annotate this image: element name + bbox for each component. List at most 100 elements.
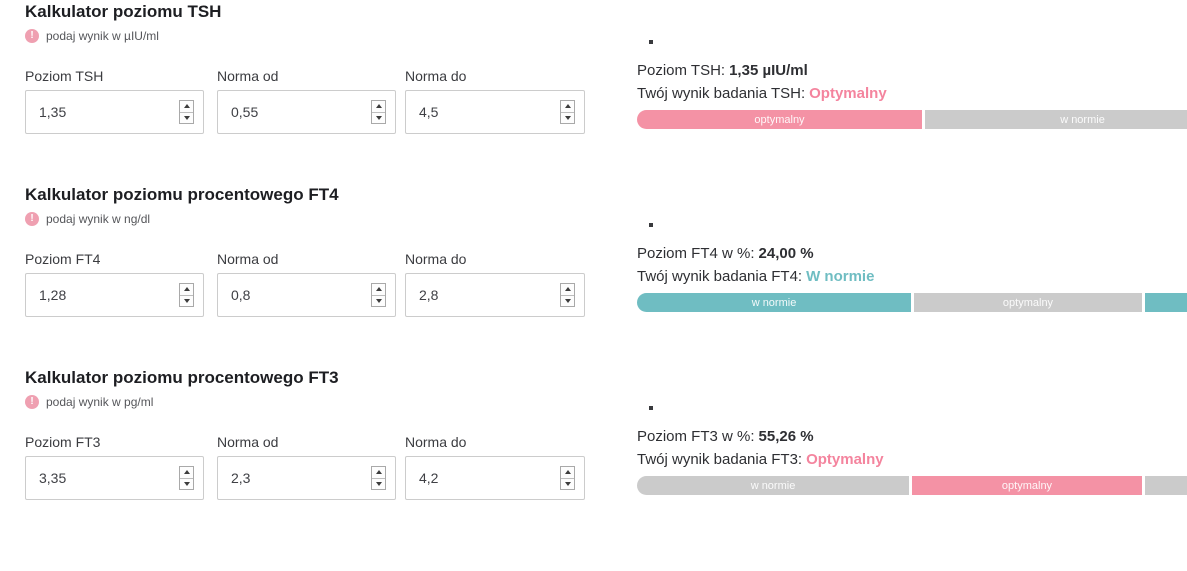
spinner-up-button[interactable] bbox=[561, 467, 574, 479]
norma-do-field: Norma do bbox=[405, 434, 585, 500]
spinner-down-button[interactable] bbox=[180, 479, 193, 490]
range-bar: optymalny w normie bbox=[637, 110, 1187, 129]
down-arrow-icon bbox=[375, 481, 382, 486]
spinner-down-button[interactable] bbox=[561, 479, 574, 490]
result-label: Poziom FT3 w %: bbox=[637, 428, 755, 445]
poziom-ft4-input[interactable] bbox=[26, 274, 179, 316]
number-spinner bbox=[560, 466, 575, 490]
norma-od-field: Norma od bbox=[217, 251, 396, 317]
poziom-tsh-input[interactable] bbox=[26, 91, 179, 133]
down-arrow-icon bbox=[564, 481, 571, 486]
field-label: Norma do bbox=[405, 434, 467, 450]
section-title: Kalkulator poziomu procentowego FT3 bbox=[25, 368, 339, 387]
ft4-calculator-section: Kalkulator poziomu procentowego FT4 ! po… bbox=[0, 183, 1187, 366]
status-value: W normie bbox=[806, 268, 875, 285]
norma-do-input[interactable] bbox=[406, 274, 559, 316]
spinner-up-button[interactable] bbox=[180, 101, 193, 113]
up-arrow-icon bbox=[183, 287, 190, 292]
unit-note: ! podaj wynik w ng/dl bbox=[25, 212, 150, 226]
number-spinner bbox=[179, 283, 194, 307]
poziom-ft3-input[interactable] bbox=[26, 457, 179, 499]
result-value: 55,26 % bbox=[758, 428, 814, 445]
number-spinner bbox=[560, 100, 575, 124]
result-label: Poziom FT4 w %: bbox=[637, 245, 755, 262]
status-label: Twój wynik badania TSH: bbox=[637, 85, 806, 102]
down-arrow-icon bbox=[183, 115, 190, 120]
down-arrow-icon bbox=[375, 115, 382, 120]
poziom-field: Poziom TSH bbox=[25, 68, 204, 134]
spinner-down-button[interactable] bbox=[561, 296, 574, 307]
spinner-up-button[interactable] bbox=[372, 467, 385, 479]
down-arrow-icon bbox=[183, 298, 190, 303]
spinner-down-button[interactable] bbox=[561, 113, 574, 124]
status-line: Twój wynik badania FT4: W normie bbox=[637, 268, 874, 285]
norma-do-input-box bbox=[405, 90, 585, 134]
down-arrow-icon bbox=[375, 298, 382, 303]
status-line: Twój wynik badania FT3: Optymalny bbox=[637, 451, 884, 468]
poziom-ft4-input-box bbox=[25, 273, 204, 317]
poziom-tsh-input-box bbox=[25, 90, 204, 134]
status-value: Optymalny bbox=[809, 85, 887, 102]
spinner-up-button[interactable] bbox=[561, 284, 574, 296]
number-spinner bbox=[179, 466, 194, 490]
status-value: Optymalny bbox=[806, 451, 884, 468]
field-label: Norma od bbox=[217, 434, 279, 450]
section-title: Kalkulator poziomu procentowego FT4 bbox=[25, 185, 339, 204]
up-arrow-icon bbox=[564, 470, 571, 475]
up-arrow-icon bbox=[183, 470, 190, 475]
bar-segment bbox=[1145, 293, 1187, 312]
spinner-up-button[interactable] bbox=[561, 101, 574, 113]
poziom-ft3-input-box bbox=[25, 456, 204, 500]
norma-od-input[interactable] bbox=[218, 274, 371, 316]
norma-od-field: Norma od bbox=[217, 434, 396, 500]
norma-do-input[interactable] bbox=[406, 91, 559, 133]
ft3-calculator-section: Kalkulator poziomu procentowego FT3 ! po… bbox=[0, 366, 1187, 549]
spinner-up-button[interactable] bbox=[180, 467, 193, 479]
spinner-up-button[interactable] bbox=[372, 284, 385, 296]
norma-od-input-box bbox=[217, 456, 396, 500]
bar-segment-w-normie: w normie bbox=[637, 293, 911, 312]
field-label: Norma od bbox=[217, 251, 279, 267]
alert-icon: ! bbox=[25, 212, 39, 226]
bar-segment-optymalny: optymalny bbox=[637, 110, 922, 129]
norma-od-input-box bbox=[217, 90, 396, 134]
down-arrow-icon bbox=[183, 481, 190, 486]
up-arrow-icon bbox=[564, 287, 571, 292]
norma-do-input[interactable] bbox=[406, 457, 559, 499]
down-arrow-icon bbox=[564, 115, 571, 120]
spinner-down-button[interactable] bbox=[372, 296, 385, 307]
number-spinner bbox=[371, 466, 386, 490]
list-bullet bbox=[649, 406, 653, 410]
bar-segment-w-normie: w normie bbox=[637, 476, 909, 495]
tsh-calculator-section: Kalkulator poziomu TSH ! podaj wynik w µ… bbox=[0, 0, 1187, 183]
unit-note-text: podaj wynik w pg/ml bbox=[46, 395, 154, 409]
norma-od-input[interactable] bbox=[218, 91, 371, 133]
unit-note: ! podaj wynik w pg/ml bbox=[25, 395, 153, 409]
bar-segment-optymalny: optymalny bbox=[912, 476, 1142, 495]
spinner-up-button[interactable] bbox=[180, 284, 193, 296]
norma-do-field: Norma do bbox=[405, 251, 585, 317]
section-title: Kalkulator poziomu TSH bbox=[25, 2, 222, 21]
spinner-down-button[interactable] bbox=[180, 113, 193, 124]
norma-od-input[interactable] bbox=[218, 457, 371, 499]
alert-icon: ! bbox=[25, 395, 39, 409]
bar-segment-w-normie: w normie bbox=[925, 110, 1187, 129]
up-arrow-icon bbox=[183, 104, 190, 109]
field-label: Poziom TSH bbox=[25, 68, 104, 84]
field-label: Norma do bbox=[405, 68, 467, 84]
field-label: Norma do bbox=[405, 251, 467, 267]
spinner-down-button[interactable] bbox=[372, 479, 385, 490]
status-line: Twój wynik badania TSH: Optymalny bbox=[637, 85, 887, 102]
result-line: Poziom TSH: 1,35 µIU/ml bbox=[637, 62, 808, 79]
up-arrow-icon bbox=[375, 470, 382, 475]
norma-do-input-box bbox=[405, 456, 585, 500]
range-bar: w normie optymalny bbox=[637, 476, 1187, 495]
spinner-up-button[interactable] bbox=[372, 101, 385, 113]
result-line: Poziom FT3 w %: 55,26 % bbox=[637, 428, 814, 445]
spinner-down-button[interactable] bbox=[372, 113, 385, 124]
status-label: Twój wynik badania FT4: bbox=[637, 268, 803, 285]
number-spinner bbox=[179, 100, 194, 124]
number-spinner bbox=[560, 283, 575, 307]
spinner-down-button[interactable] bbox=[180, 296, 193, 307]
